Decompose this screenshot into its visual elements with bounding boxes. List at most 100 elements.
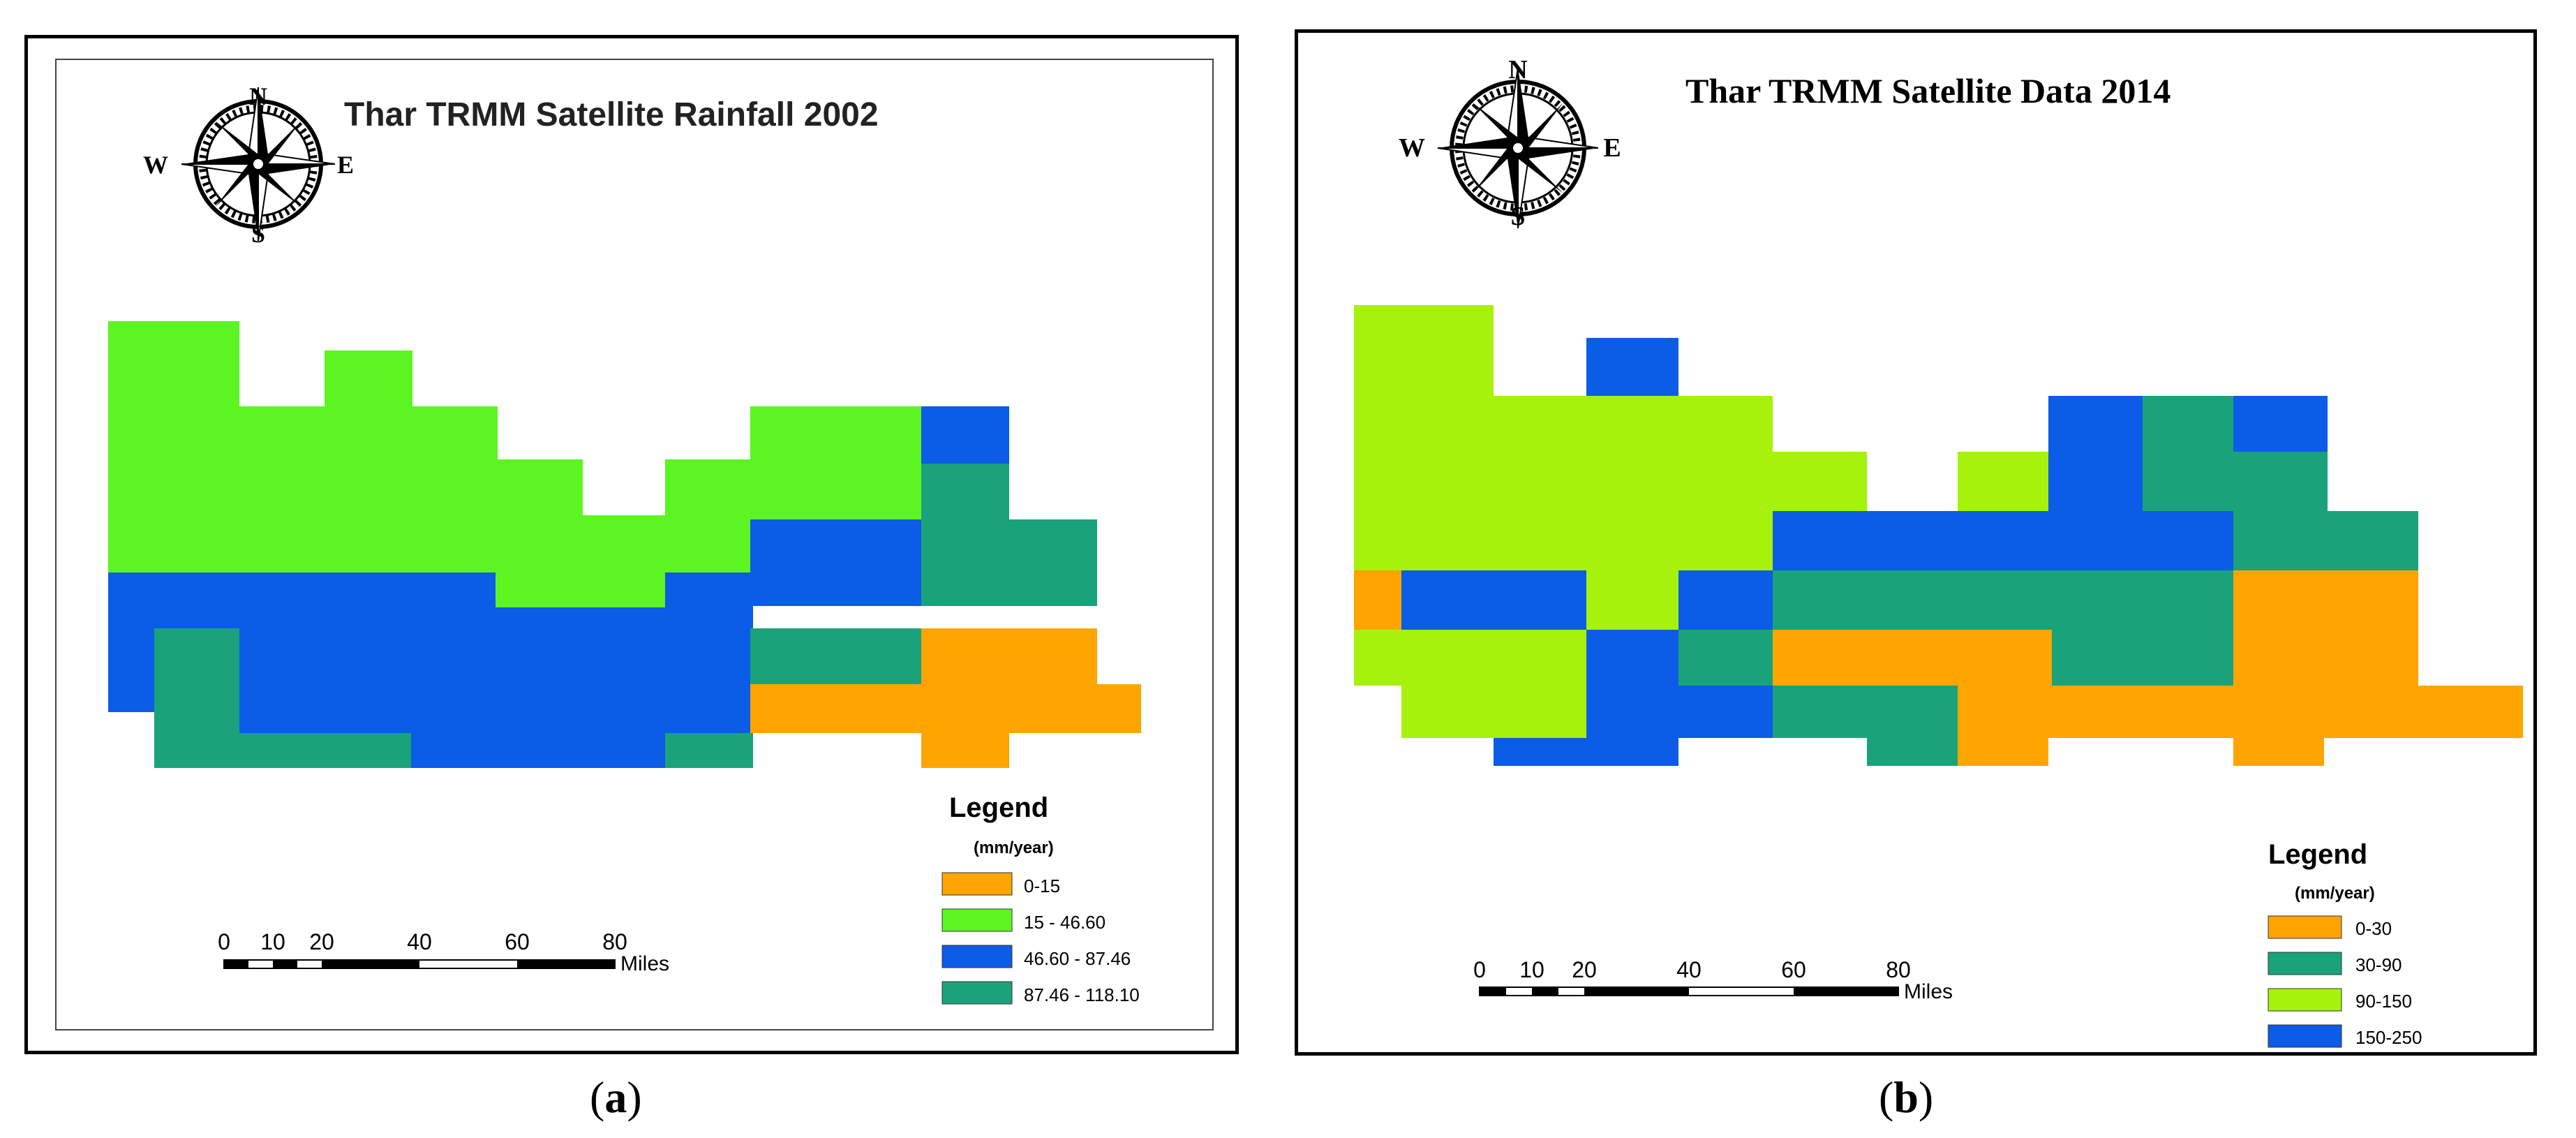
grid-cell [2233, 396, 2328, 452]
grid-cell [1401, 570, 1586, 630]
grid-cell [1586, 630, 1678, 738]
grid-cell [1401, 686, 1586, 738]
legend-unit: (mm/year) [2295, 884, 2375, 903]
legend-swatch [2268, 988, 2342, 1012]
compass-w-label: W [1399, 133, 1425, 163]
compass-w-label: W [143, 151, 168, 179]
grid-cell [1494, 396, 1773, 602]
scale-tick-label: 40 [1676, 957, 1702, 982]
grid-cell [239, 733, 411, 768]
legend-b: Legend (mm/year) 0-30 30-90 90-150 150-2… [2268, 839, 2422, 1048]
grid-cell [921, 406, 1009, 464]
grid-cell [2233, 570, 2418, 630]
map-b-svg: N S E W Thar TRMM Satellite Data 2014 [1295, 29, 2537, 1056]
legend-heading: Legend [949, 792, 1048, 823]
grid-cell [2233, 511, 2418, 570]
grid-cell [108, 321, 239, 607]
grid-cell [1958, 452, 2048, 515]
caption-a: (a) [590, 1072, 642, 1122]
scale-tick-label: 10 [260, 929, 285, 954]
grid-cell [2048, 396, 2143, 515]
legend-swatch [941, 908, 1013, 932]
grid-cell [2233, 452, 2328, 515]
legend-label: 46.60 - 87.46 [1024, 948, 1131, 969]
scale-tick-label: 40 [407, 929, 432, 954]
grid-cell [154, 628, 239, 768]
legend-label: 150-250 [2355, 1027, 2422, 1048]
grid-cell [1354, 570, 1401, 630]
grid-cell [2233, 738, 2324, 766]
scale-tick-label: 0 [218, 929, 230, 954]
legend-heading: Legend [2268, 839, 2367, 870]
grid-cell [2233, 630, 2418, 686]
legend-swatch [941, 981, 1013, 1005]
caption-b-letter: b [1893, 1072, 1919, 1122]
grid-cell [495, 459, 583, 607]
map-a-inner-frame [55, 59, 1214, 1030]
grid-cell [750, 628, 921, 684]
legend-label: 90-150 [2355, 991, 2412, 1012]
legend-swatch [941, 872, 1013, 896]
compass-rose-icon [181, 87, 336, 242]
rainfall-grid-a [108, 321, 1141, 768]
grid-cell [921, 519, 1009, 606]
grid-cell [921, 733, 1009, 768]
scale-tick-label: 20 [309, 929, 334, 954]
grid-cell [1354, 630, 1586, 686]
legend-swatch [2268, 952, 2342, 975]
legend-a: Legend (mm/year) 0-15 15 - 46.60 46.60 -… [941, 792, 1140, 1005]
compass-rose-icon [1437, 67, 1599, 229]
compass-e-label: E [337, 151, 354, 179]
compass-n-label: N [1508, 55, 1527, 84]
grid-cell [1494, 738, 1678, 766]
scale-bar-a: 0 10 20 40 60 80 Miles [218, 929, 669, 975]
grid-cell [1678, 630, 1773, 686]
scale-tick-label: 60 [1781, 957, 1806, 982]
grid-cell [2052, 630, 2233, 686]
grid-cell [1678, 686, 1773, 738]
caption-b: (b) [1879, 1072, 1934, 1122]
map-b-title: Thar TRMM Satellite Data 2014 [1685, 71, 2171, 110]
grid-cell [1354, 305, 1494, 602]
grid-cell [750, 684, 1141, 733]
grid-cell [580, 515, 668, 607]
legend-swatch [2268, 915, 2342, 939]
scale-bar-b: 0 10 20 40 60 80 Miles [1473, 957, 1953, 1003]
compass-e-label: E [1603, 133, 1621, 163]
compass-s-label: S [251, 220, 265, 248]
grid-cell [1773, 511, 2233, 570]
grid-cell [2143, 396, 2233, 515]
grid-cell [921, 464, 1009, 519]
grid-cell [1867, 738, 1958, 766]
map-panel-a: N S E W Thar TRMM Satellite Rainfall 200… [24, 35, 1239, 1054]
grid-cell [1586, 338, 1678, 396]
legend-swatch [2268, 1024, 2342, 1048]
grid-cell [1958, 738, 2048, 766]
legend-label: 30-90 [2355, 954, 2402, 975]
scale-tick-label: 10 [1519, 957, 1544, 982]
scale-tick-label: 20 [1572, 957, 1597, 982]
legend-unit: (mm/year) [974, 838, 1054, 857]
scale-unit-label: Miles [620, 952, 669, 975]
legend-swatch [941, 945, 1013, 968]
grid-cell [1009, 519, 1097, 606]
grid-cell [1958, 686, 2523, 738]
grid-cell [1773, 630, 2052, 686]
grid-cell [580, 733, 668, 768]
compass-n-label: N [249, 82, 267, 110]
legend-label: 0-30 [2355, 918, 2392, 939]
map-a-svg: N S E W Thar TRMM Satellite Rainfall 200… [24, 35, 1239, 1054]
scale-unit-label: Miles [1904, 980, 1953, 1003]
map-panel-b: N S E W Thar TRMM Satellite Data 2014 [1295, 29, 2537, 1056]
scale-tick-label: 0 [1473, 957, 1486, 982]
scale-tick-label: 80 [602, 929, 627, 954]
grid-cell [1586, 570, 1678, 630]
compass-s-label: S [1510, 202, 1525, 231]
scale-tick-label: 80 [1886, 957, 1911, 982]
legend-label: 15 - 46.60 [1024, 912, 1105, 933]
grid-cell [1773, 570, 2233, 630]
grid-cell [1678, 570, 1773, 630]
grid-cell [325, 350, 412, 607]
rainfall-grid-b [1354, 305, 2523, 766]
caption-a-letter: a [604, 1072, 627, 1122]
